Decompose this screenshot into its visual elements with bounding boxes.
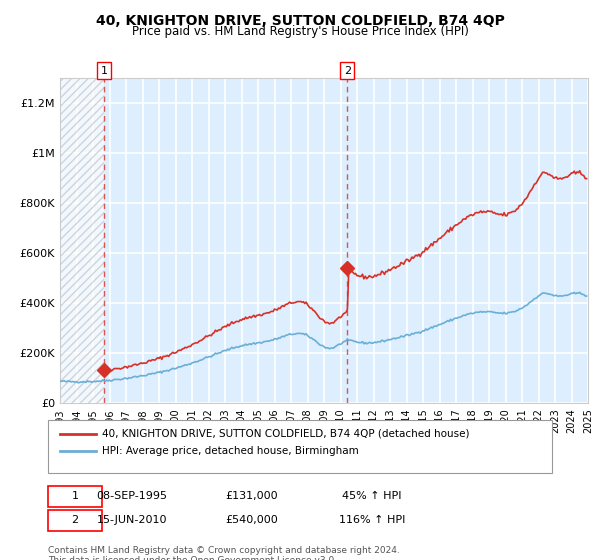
Text: 2: 2: [344, 66, 351, 76]
Text: £131,000: £131,000: [226, 491, 278, 501]
Text: 45% ↑ HPI: 45% ↑ HPI: [342, 491, 402, 501]
Text: 1: 1: [71, 491, 79, 501]
Text: 08-SEP-1995: 08-SEP-1995: [97, 491, 167, 501]
Text: HPI: Average price, detached house, Birmingham: HPI: Average price, detached house, Birm…: [102, 446, 359, 456]
Text: £540,000: £540,000: [226, 515, 278, 525]
Text: 1: 1: [101, 66, 107, 76]
Text: Price paid vs. HM Land Registry's House Price Index (HPI): Price paid vs. HM Land Registry's House …: [131, 25, 469, 38]
Text: 2: 2: [71, 515, 79, 525]
Bar: [60, 78, 104, 403]
Text: 40, KNIGHTON DRIVE, SUTTON COLDFIELD, B74 4QP: 40, KNIGHTON DRIVE, SUTTON COLDFIELD, B7…: [95, 14, 505, 28]
Text: 15-JUN-2010: 15-JUN-2010: [97, 515, 167, 525]
Text: Contains HM Land Registry data © Crown copyright and database right 2024.
This d: Contains HM Land Registry data © Crown c…: [48, 546, 400, 560]
Text: 116% ↑ HPI: 116% ↑ HPI: [339, 515, 405, 525]
Text: 40, KNIGHTON DRIVE, SUTTON COLDFIELD, B74 4QP (detached house): 40, KNIGHTON DRIVE, SUTTON COLDFIELD, B7…: [102, 429, 470, 439]
